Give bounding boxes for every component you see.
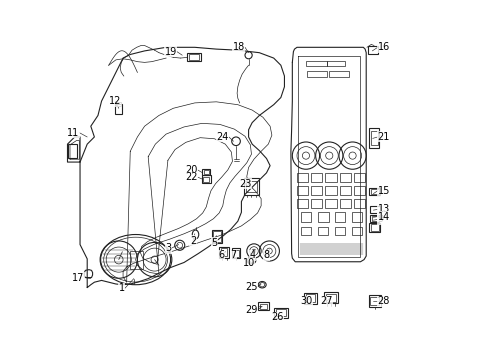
Text: 4: 4: [249, 250, 255, 260]
Text: 27: 27: [320, 296, 333, 306]
Text: 23: 23: [239, 179, 251, 189]
Text: 30: 30: [300, 296, 312, 306]
Text: 12: 12: [109, 96, 122, 106]
Text: 9: 9: [378, 215, 384, 224]
Text: 25: 25: [245, 282, 258, 292]
Text: 8: 8: [264, 250, 270, 260]
Text: 21: 21: [378, 132, 390, 142]
Text: 18: 18: [233, 42, 245, 52]
Text: 7: 7: [230, 250, 237, 260]
Text: 28: 28: [378, 296, 390, 306]
Text: 5: 5: [211, 238, 218, 248]
Text: 14: 14: [378, 212, 390, 221]
Text: 19: 19: [165, 46, 177, 57]
Text: 20: 20: [185, 165, 197, 175]
Text: 11: 11: [67, 128, 79, 138]
Text: 6: 6: [219, 250, 225, 260]
Text: 17: 17: [72, 273, 84, 283]
Text: 16: 16: [378, 42, 390, 52]
Text: 26: 26: [271, 312, 283, 322]
Text: 22: 22: [185, 172, 197, 182]
Text: 2: 2: [190, 236, 196, 246]
Text: 24: 24: [217, 132, 229, 142]
Text: 10: 10: [243, 258, 255, 268]
Text: 29: 29: [245, 305, 258, 315]
Text: 1: 1: [119, 283, 125, 293]
Text: 15: 15: [378, 186, 390, 196]
Text: 3: 3: [165, 243, 172, 253]
Text: 13: 13: [378, 204, 390, 215]
